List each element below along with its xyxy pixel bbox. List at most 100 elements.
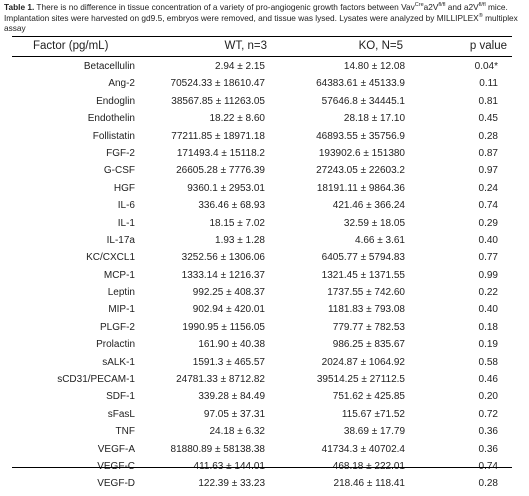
cell-ko: 14.80 ± 12.08 [343, 61, 405, 72]
cell-ko: 28.18 ± 17.10 [343, 113, 405, 125]
cell-p-value: 0.20 [478, 391, 498, 403]
table-row: Ang-2 70524.33 ± 18610.47 64383.61 ± 45133… [0, 78, 529, 95]
cell-ko: 1321.45 ± 1371.55 [321, 269, 405, 281]
cell-factor: IL-1 [117, 217, 135, 229]
cell-p-value: 0.40 [478, 304, 498, 316]
cell-wt: 18.22 ± 8.60 [209, 113, 265, 125]
caption-text: There is no difference in tissue concent… [34, 2, 415, 12]
cell-wt: 70524.33 ± 18610.47 [170, 78, 265, 90]
cell-factor: sFasL [107, 408, 135, 420]
cell-factor: IL-6 [117, 200, 135, 212]
cell-ko: 27243.05 ± 22603.2 [316, 165, 405, 177]
cell-factor: MCP-1 [103, 269, 135, 281]
cell-p-value: 0.19 [478, 339, 498, 351]
cell-wt: 24.18 ± 6.32 [209, 426, 265, 438]
cell-factor: TNF [115, 426, 135, 438]
table-row: VEGF-C 411.63 ± 144.01 468.18 ± 222.01 0.74 [0, 461, 529, 478]
cell-factor: Follistatin [92, 130, 135, 142]
cell-p-value: 0.40 [478, 234, 498, 246]
cell-factor: Endothelin [87, 113, 135, 125]
caption-superscript: fl/fl [478, 2, 486, 8]
cell-p-value: 0.04* [474, 61, 498, 72]
table-row: Betacellulin 2.94 ± 2.15 14.80 ± 12.08 0.04… [0, 61, 529, 78]
table-row: Leptin 992.25 ± 408.37 1737.55 ± 742.60 0.2… [0, 287, 529, 304]
cell-ko: 779.77 ± 782.53 [332, 321, 405, 333]
cell-wt: 122.39 ± 33.23 [198, 478, 265, 490]
cell-p-value: 0.87 [478, 147, 498, 159]
cell-ko: 46893.55 ± 35756.9 [316, 130, 405, 142]
table-row: VEGF-D 122.39 ± 33.23 218.46 ± 118.41 0.28 [0, 478, 529, 495]
cell-ko: 64383.61 ± 45133.9 [316, 78, 405, 90]
cell-p-value: 0.36 [478, 443, 498, 455]
table-row: Follistatin 77211.85 ± 18971.18 46893.55 ±… [0, 131, 529, 148]
cell-factor: G-CSF [103, 165, 135, 177]
table-row: KC/CXCL1 3252.56 ± 1306.06 6405.77 ± 5794.… [0, 252, 529, 269]
cell-wt: 171493.4 ± 15118.2 [176, 147, 265, 159]
cell-p-value: 0.46 [478, 374, 498, 386]
table-header-row: Factor (pg/mL) WT, n=3 KO, N=5 p value [0, 40, 529, 57]
cell-wt: 1333.14 ± 1216.37 [181, 269, 265, 281]
cell-factor: FGF-2 [106, 147, 135, 159]
cell-factor: HGF [113, 182, 135, 194]
cell-wt: 411.63 ± 144.01 [194, 461, 265, 472]
cell-p-value: 0.58 [478, 356, 498, 368]
cell-wt: 3252.56 ± 1306.06 [181, 252, 265, 264]
cell-wt: 161.90 ± 40.38 [198, 339, 265, 351]
table-row: MCP-1 1333.14 ± 1216.37 1321.45 ± 1371.55 0… [0, 270, 529, 287]
table-row: SDF-1 339.28 ± 84.49 751.62 ± 425.85 0.20 [0, 391, 529, 408]
table-row: sCD31/PECAM-1 24781.33 ± 8712.82 39514.25 … [0, 374, 529, 391]
cell-wt: 992.25 ± 408.37 [192, 287, 265, 299]
cell-p-value: 0.99 [478, 269, 498, 281]
cell-wt: 336.46 ± 68.93 [198, 200, 265, 212]
cell-p-value: 0.29 [478, 217, 498, 229]
cell-wt: 9360.1 ± 2953.01 [187, 182, 265, 194]
cell-wt: 81880.89 ± 58138.38 [170, 443, 265, 455]
cell-p-value: 0.72 [478, 408, 498, 420]
caption-text: and a2V [445, 2, 479, 12]
cell-factor: sALK-1 [102, 356, 135, 368]
cell-factor: SDF-1 [106, 391, 135, 403]
cell-p-value: 0.28 [478, 130, 498, 142]
cell-wt: 339.28 ± 84.49 [198, 391, 265, 403]
cell-p-value: 0.24 [478, 182, 498, 194]
caption-superscript: ® [478, 12, 483, 19]
table-row: TNF 24.18 ± 6.32 38.69 ± 17.79 0.36 [0, 426, 529, 443]
cell-factor: IL-17a [106, 234, 135, 246]
table-caption: Table 1. There is no difference in tissu… [4, 2, 522, 34]
table-row: MIP-1 902.94 ± 420.01 1181.83 ± 793.08 0.40 [0, 304, 529, 321]
cell-p-value: 0.36 [478, 426, 498, 438]
table-bottom-rule [12, 467, 512, 468]
cell-p-value: 0.77 [478, 252, 498, 264]
cell-ko: 115.67 ±71.52 [341, 408, 405, 420]
cell-ko: 6405.77 ± 5794.83 [321, 252, 405, 264]
cell-wt: 26605.28 ± 7776.39 [176, 165, 265, 177]
cell-factor: Betacellulin [83, 61, 135, 72]
table-row: VEGF-A 81880.89 ± 58138.38 41734.3 ± 40702… [0, 444, 529, 461]
cell-wt: 1990.95 ± 1156.05 [182, 321, 265, 333]
table-row: PLGF-2 1990.95 ± 1156.05 779.77 ± 782.53 0.… [0, 322, 529, 339]
cell-ko: 18191.11 ± 9864.36 [316, 182, 405, 194]
cell-ko: 32.59 ± 18.05 [343, 217, 405, 229]
cell-ko: 468.18 ± 222.01 [333, 461, 405, 472]
cell-p-value: 0.22 [478, 287, 498, 299]
table-row: Endothelin 18.22 ± 8.60 28.18 ± 17.10 0.45 [0, 113, 529, 130]
cell-factor: sCD31/PECAM-1 [57, 374, 135, 386]
cell-factor: KC/CXCL1 [86, 252, 135, 264]
table-top-rule [12, 36, 512, 37]
cell-ko: 57646.8 ± 34445.1 [321, 95, 405, 107]
cell-wt: 18.15 ± 7.02 [209, 217, 265, 229]
table-row: sALK-1 1591.3 ± 465.57 2024.87 ± 1064.92 0.… [0, 357, 529, 374]
cell-wt: 902.94 ± 420.01 [192, 304, 265, 316]
cell-factor: Prolactin [96, 339, 135, 351]
cell-ko: 38.69 ± 17.79 [343, 426, 405, 438]
cell-ko: 751.62 ± 425.85 [332, 391, 405, 403]
caption-superscript: Cre [414, 2, 424, 8]
caption-label: Table 1. [4, 2, 35, 12]
cell-wt: 38567.85 ± 11263.05 [171, 95, 265, 107]
table-body: Betacellulin 2.94 ± 2.15 14.80 ± 12.08 0.04… [0, 61, 529, 496]
header-p-value: p value [469, 40, 507, 52]
cell-ko: 986.25 ± 835.67 [332, 339, 405, 351]
cell-p-value: 0.11 [479, 78, 498, 90]
table-header-rule [12, 56, 512, 57]
header-ko: KO, N=5 [358, 40, 403, 52]
